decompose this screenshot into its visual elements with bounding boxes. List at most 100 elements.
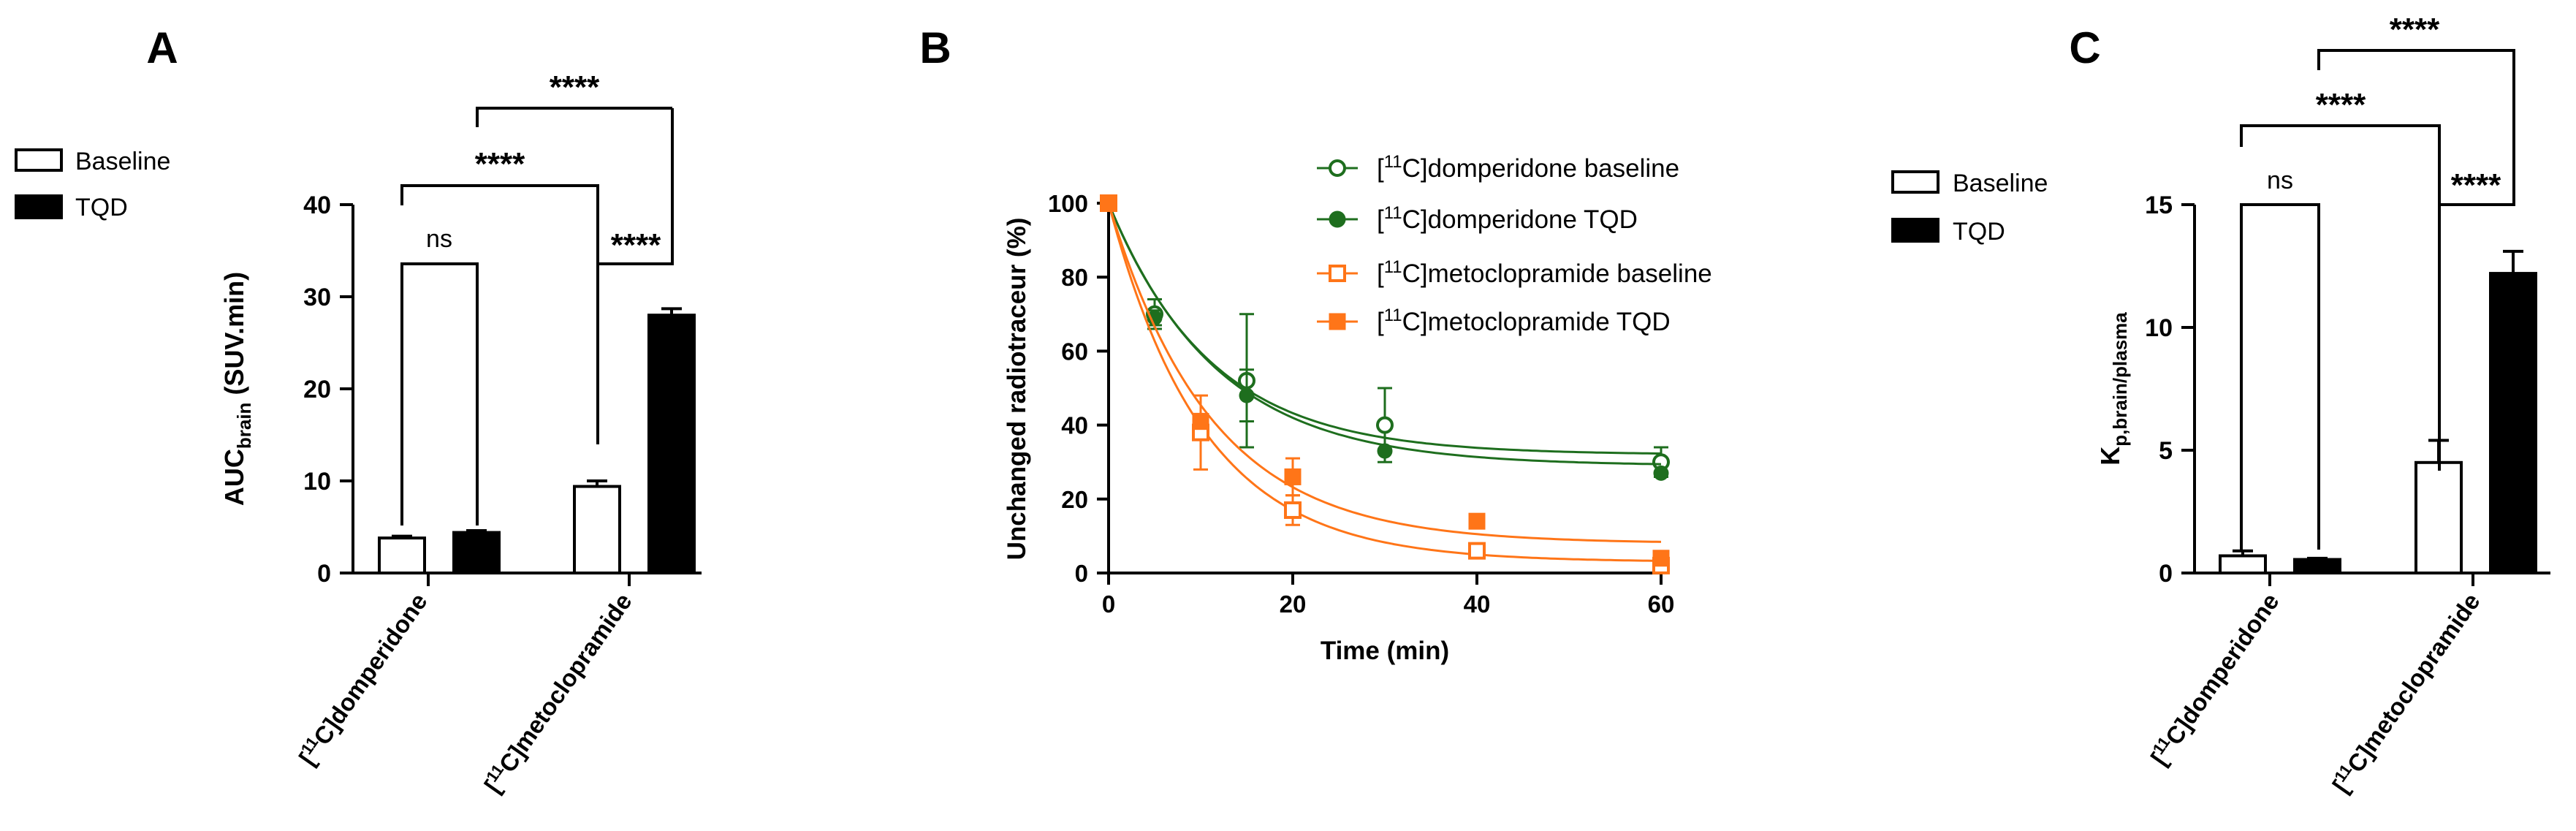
panel-c-category-domperidone: [11C]domperidone (2144, 588, 2284, 770)
b-point-dom-baseline-3 (1376, 416, 1394, 434)
annotation-c-baseline: **** (2316, 87, 2366, 123)
legend-b-dom-tqd-label: [11C]domperidone TQD (1377, 203, 1638, 234)
panel-b-x-ticks: 0 20 40 60 (1102, 573, 1675, 618)
bar-a-metoclopramide-tqd (647, 314, 696, 574)
legend-b-dom-baseline-marker (1329, 159, 1346, 177)
c-y-tick-label-2: 10 (2145, 314, 2173, 342)
c-y-tick-label-3: 15 (2145, 191, 2173, 219)
legend-b-meto-tqd-label: [11C]metoclopramide TQD (1377, 306, 1671, 336)
bracket-a-ns (400, 262, 479, 525)
panel-a-category-domperidone: [11C]domperidone (292, 588, 432, 770)
b-x-tick-label-3: 60 (1648, 591, 1675, 618)
legend-b-meto-baseline-label: [11C]metoclopramide baseline (1377, 257, 1712, 288)
annotation-a-meto: **** (611, 227, 661, 263)
legend-b-meto-baseline-marker (1329, 265, 1346, 282)
panel-a-letter: A (146, 23, 178, 72)
b-x-tick-label-1: 20 (1280, 591, 1307, 618)
bar-a-domperidone-tqd (452, 531, 501, 574)
bar-a-domperidone-baseline (378, 536, 426, 574)
panel-a: A Baseline TQD 0 10 20 30 40 AUCbrain (SUV.m… (15, 23, 702, 798)
panel-b: B 0 20 40 60 80 100 0 20 40 60 Unchanged radiotr… (919, 23, 1711, 665)
a-y-tick-label-0: 0 (317, 560, 331, 588)
b-point-meto-tqd-4 (1652, 550, 1670, 567)
a-y-tick-label-2: 20 (303, 376, 331, 403)
annotation-c-ns: ns (2267, 167, 2293, 194)
b-point-dom-tqd-2 (1239, 387, 1255, 403)
panel-b-y-ticks: 0 20 40 60 80 100 (1048, 190, 1109, 587)
b-x-tick-label-0: 0 (1102, 591, 1115, 618)
bracket-a-baseline (400, 184, 599, 444)
error-bar-a-metoclopramide-baseline (587, 479, 607, 487)
legend-baseline-swatch (15, 148, 63, 172)
error-bar-c-domperidone-tqd (2307, 556, 2328, 560)
c-y-tick-label-0: 0 (2159, 560, 2173, 588)
panel-c-y-label: Kp,brain/plasma (2095, 312, 2131, 466)
legend-c-baseline-label: Baseline (1953, 170, 2048, 197)
bar-c-metoclopramide-tqd (2489, 272, 2537, 574)
panel-a-y-ticks: 0 10 20 30 40 (303, 191, 353, 588)
bar-c-metoclopramide-baseline (2414, 460, 2463, 574)
c-y-tick-label-1: 5 (2159, 437, 2173, 465)
panel-c-y-ticks: 0 5 10 15 (2145, 191, 2195, 588)
panel-a-y-label: AUCbrain (SUV.min) (219, 272, 255, 506)
legend-b-dom-baseline-label: [11C]domperidone baseline (1377, 152, 1679, 183)
b-point-dom-tqd-4 (1653, 465, 1669, 481)
panel-b-legend: [11C]domperidone baseline [11C]domperido… (1317, 152, 1712, 336)
bracket-c-tqd (2317, 49, 2515, 187)
error-bar-a-domperidone-tqd (466, 529, 487, 533)
annotation-a-baseline: **** (475, 146, 525, 182)
annotation-a-tqd: **** (550, 69, 600, 105)
b-point-meto-tqd-0 (1100, 194, 1117, 212)
b-fit-curve-meto-tqd (1107, 202, 1662, 543)
legend-baseline-label: Baseline (75, 148, 170, 175)
b-point-meto-tqd-1 (1192, 413, 1209, 430)
b-point-meto-baseline-3 (1468, 542, 1486, 560)
legend-c-tqd-label: TQD (1953, 218, 2005, 246)
b-point-dom-tqd-3 (1377, 443, 1393, 459)
panel-b-series (1100, 194, 1670, 574)
a-y-tick-label-4: 40 (303, 191, 331, 219)
panel-b-y-label: Unchanged radiotraceur (%) (1003, 218, 1031, 561)
b-point-meto-tqd-3 (1468, 512, 1486, 530)
b-point-meto-tqd-2 (1284, 468, 1302, 485)
b-y-tick-label-1: 20 (1061, 486, 1088, 513)
legend-c-baseline-swatch (1891, 170, 1939, 194)
error-bar-a-metoclopramide-tqd (661, 307, 682, 316)
panel-c-bars (2219, 249, 2537, 575)
b-y-tick-label-5: 100 (1048, 190, 1088, 217)
legend-b-meto-tqd-marker (1329, 313, 1346, 330)
panel-a-category-metoclopramide: [11C]metoclopramide (478, 588, 637, 798)
a-y-tick-label-1: 10 (303, 468, 331, 496)
panel-b-x-label: Time (min) (1321, 637, 1449, 665)
annotation-c-tqd: **** (2390, 12, 2440, 48)
bar-c-domperidone-tqd (2293, 558, 2341, 575)
legend-tqd-label: TQD (75, 194, 128, 221)
bar-a-metoclopramide-baseline (573, 485, 621, 574)
legend-c-tqd-swatch (1891, 218, 1939, 243)
bracket-c-baseline (2240, 124, 2441, 471)
panel-c-category-metoclopramide: [11C]metoclopramide (2326, 588, 2485, 798)
b-y-tick-label-3: 60 (1061, 338, 1088, 365)
a-y-tick-label-3: 30 (303, 284, 331, 311)
panel-b-letter: B (919, 23, 951, 72)
b-y-tick-label-2: 40 (1061, 412, 1088, 439)
annotation-c-meto: **** (2451, 167, 2501, 203)
error-bar-a-domperidone-baseline (392, 534, 412, 539)
panel-a-legend: Baseline TQD (15, 148, 170, 221)
annotation-a-ns: ns (426, 225, 452, 253)
panel-a-significance: ns **** **** **** (400, 69, 674, 525)
panel-c: C Baseline TQD 0 5 10 15 Kp,brain/plasma [1… (1891, 12, 2550, 798)
legend-b-dom-tqd-marker (1329, 210, 1346, 228)
b-x-tick-label-2: 40 (1464, 591, 1491, 618)
error-bar-c-domperidone-baseline (2233, 549, 2253, 556)
bracket-a-tqd (476, 107, 672, 127)
panel-c-legend: Baseline TQD (1891, 170, 2048, 246)
bracket-c-ns (2240, 203, 2320, 550)
legend-tqd-swatch (15, 194, 63, 219)
panel-a-bars (378, 307, 696, 574)
panel-c-letter: C (2069, 23, 2100, 72)
b-point-meto-baseline-2 (1284, 501, 1302, 519)
panel-c-significance: ns **** **** **** (2240, 12, 2515, 550)
bar-c-domperidone-baseline (2219, 554, 2267, 574)
